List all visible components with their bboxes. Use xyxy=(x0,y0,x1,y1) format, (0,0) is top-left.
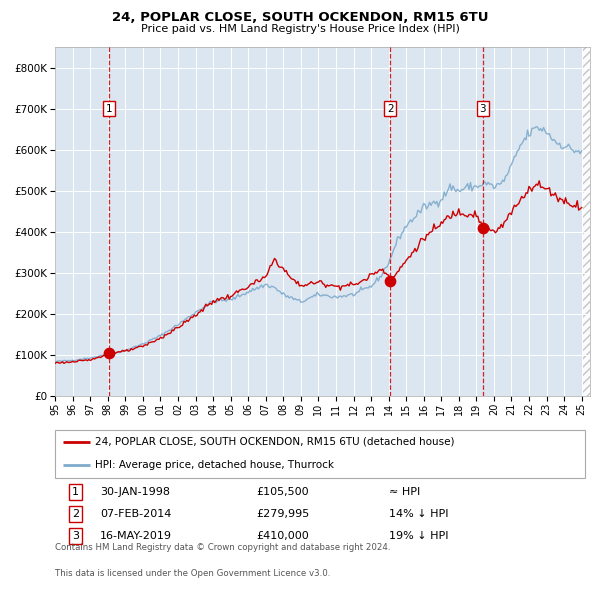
Text: 30-JAN-1998: 30-JAN-1998 xyxy=(100,487,170,497)
Text: Price paid vs. HM Land Registry's House Price Index (HPI): Price paid vs. HM Land Registry's House … xyxy=(140,24,460,34)
Text: 1: 1 xyxy=(72,487,79,497)
Point xyxy=(478,223,488,232)
Text: 16-MAY-2019: 16-MAY-2019 xyxy=(100,531,172,541)
Text: 1: 1 xyxy=(106,104,113,114)
Text: 2: 2 xyxy=(387,104,394,114)
Text: 24, POPLAR CLOSE, SOUTH OCKENDON, RM15 6TU (detached house): 24, POPLAR CLOSE, SOUTH OCKENDON, RM15 6… xyxy=(95,437,454,447)
Text: 14% ↓ HPI: 14% ↓ HPI xyxy=(389,509,448,519)
Text: Contains HM Land Registry data © Crown copyright and database right 2024.: Contains HM Land Registry data © Crown c… xyxy=(55,543,391,552)
Text: 3: 3 xyxy=(72,531,79,541)
Text: 07-FEB-2014: 07-FEB-2014 xyxy=(100,509,172,519)
Text: 24, POPLAR CLOSE, SOUTH OCKENDON, RM15 6TU: 24, POPLAR CLOSE, SOUTH OCKENDON, RM15 6… xyxy=(112,11,488,24)
Text: This data is licensed under the Open Government Licence v3.0.: This data is licensed under the Open Gov… xyxy=(55,569,331,578)
Point xyxy=(104,349,114,358)
Text: £410,000: £410,000 xyxy=(257,531,309,541)
Text: 2: 2 xyxy=(72,509,79,519)
Text: 3: 3 xyxy=(479,104,486,114)
Text: HPI: Average price, detached house, Thurrock: HPI: Average price, detached house, Thur… xyxy=(95,460,334,470)
Point xyxy=(386,277,395,286)
Text: £105,500: £105,500 xyxy=(257,487,309,497)
Text: 19% ↓ HPI: 19% ↓ HPI xyxy=(389,531,448,541)
Text: ≈ HPI: ≈ HPI xyxy=(389,487,420,497)
Text: £279,995: £279,995 xyxy=(257,509,310,519)
